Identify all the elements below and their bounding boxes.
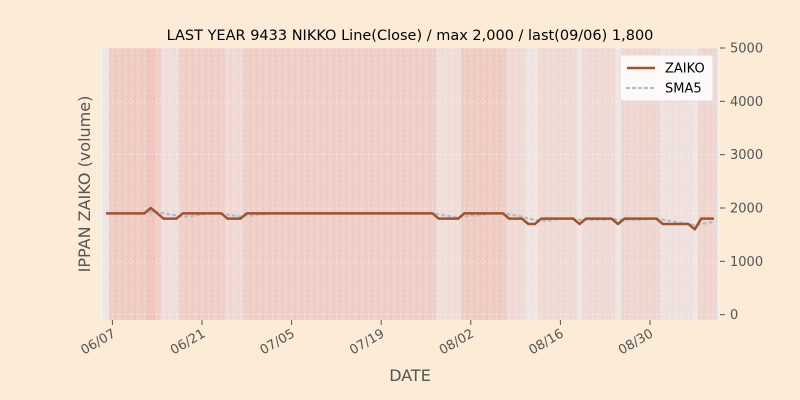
x-tick-label: 07/19: [347, 326, 387, 358]
y-tick-label: 1000: [730, 255, 763, 270]
x-axis-label: DATE: [389, 366, 431, 385]
x-tick-label: 06/21: [168, 326, 208, 358]
x-tick-label: 08/30: [616, 326, 656, 358]
legend-label-zaiko: ZAIKO: [665, 62, 705, 77]
legend-label-sma5: SMA5: [665, 82, 702, 97]
x-tick-label: 07/05: [258, 326, 298, 358]
y-axis-label: IPPAN ZAIKO (volume): [75, 96, 94, 273]
y-tick-label: 3000: [730, 148, 763, 163]
grid: [100, 47, 720, 320]
x-tick-label: 08/16: [526, 326, 566, 358]
y-tick-label: 4000: [730, 95, 763, 110]
series-line-sma5: [130, 211, 716, 227]
chart-title: LAST YEAR 9433 NIKKO Line(Close) / max 2…: [167, 28, 654, 44]
y-tick-label: 2000: [730, 202, 763, 217]
y-tick-label: 0: [730, 308, 738, 323]
x-tick-label: 08/02: [437, 326, 477, 358]
series-line-zaiko: [106, 206, 714, 231]
legend: ZAIKO SMA5: [619, 54, 714, 102]
y-tick-label: 5000: [730, 42, 763, 57]
plot-area: [100, 48, 720, 320]
legend-box: [619, 54, 714, 102]
x-tick-label: 06/07: [78, 326, 118, 358]
